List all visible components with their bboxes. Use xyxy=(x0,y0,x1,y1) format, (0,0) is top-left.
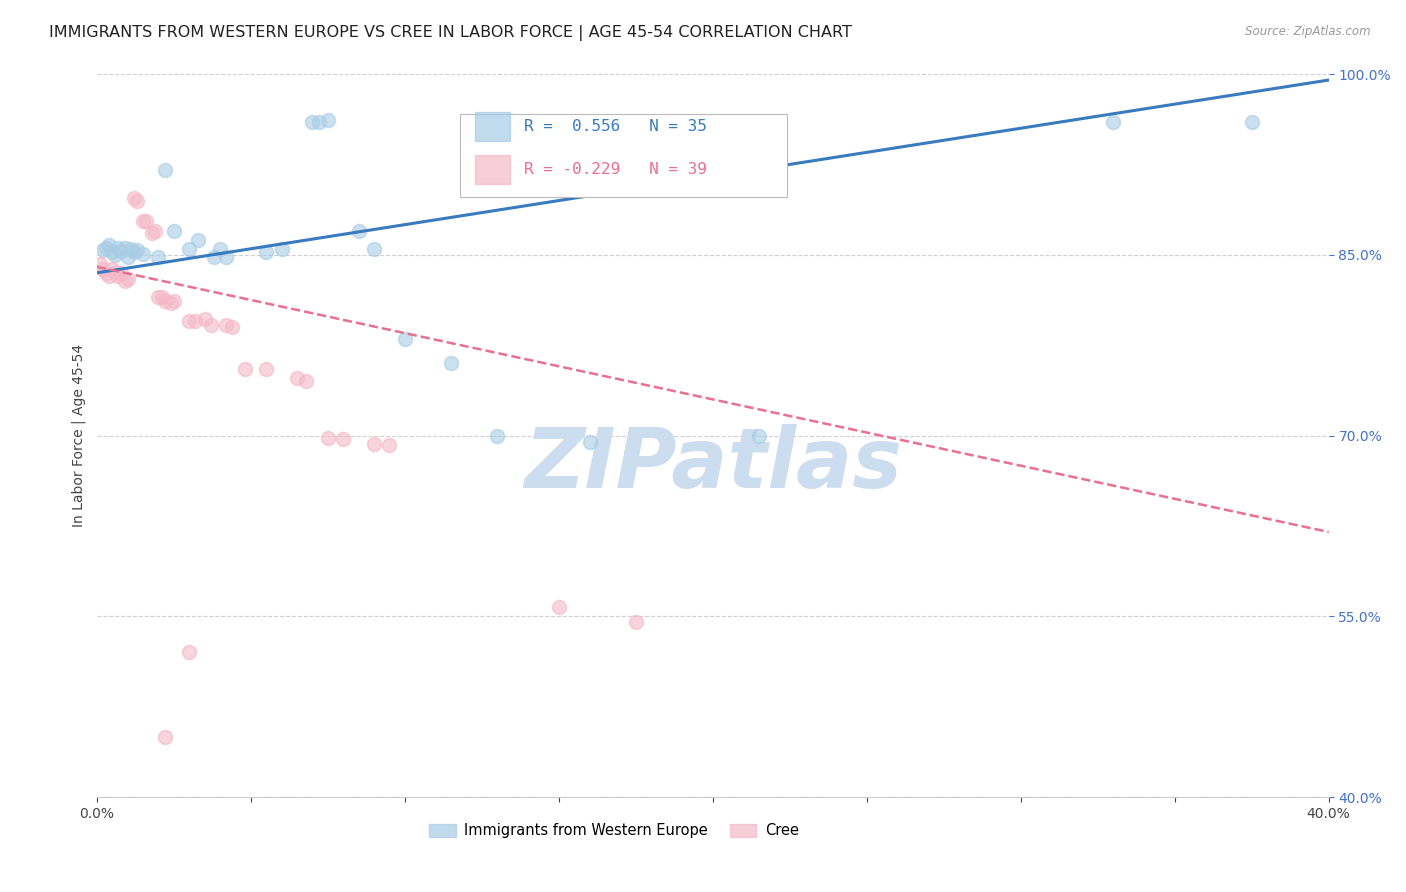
Point xyxy=(179,645,201,659)
Text: ZIPatlas: ZIPatlas xyxy=(524,424,901,505)
Point xyxy=(91,243,114,257)
Point xyxy=(179,314,201,328)
Point xyxy=(114,274,136,288)
Point xyxy=(378,438,401,452)
Point xyxy=(104,266,127,280)
Point xyxy=(104,248,127,262)
Point xyxy=(347,224,370,238)
Point xyxy=(301,115,323,129)
Point xyxy=(394,332,416,346)
FancyBboxPatch shape xyxy=(475,112,509,141)
Point xyxy=(153,163,176,178)
Point xyxy=(254,362,277,376)
Point xyxy=(316,431,339,445)
Text: R = -0.229   N = 39: R = -0.229 N = 39 xyxy=(524,162,707,177)
Point xyxy=(215,250,238,264)
Point xyxy=(163,224,186,238)
Point xyxy=(114,241,136,255)
Point xyxy=(159,296,181,310)
Text: IMMIGRANTS FROM WESTERN EUROPE VS CREE IN LABOR FORCE | AGE 45-54 CORRELATION CH: IMMIGRANTS FROM WESTERN EUROPE VS CREE I… xyxy=(49,25,852,41)
Point xyxy=(94,266,117,280)
FancyBboxPatch shape xyxy=(460,114,787,197)
Point xyxy=(748,428,770,442)
Point xyxy=(486,428,509,442)
Point xyxy=(363,437,385,451)
Point xyxy=(179,242,201,256)
Point xyxy=(107,241,129,255)
Point xyxy=(122,245,145,260)
Point xyxy=(200,318,222,332)
Point xyxy=(233,362,256,376)
Text: Source: ZipAtlas.com: Source: ZipAtlas.com xyxy=(1246,25,1371,38)
Point xyxy=(254,245,277,260)
Point xyxy=(163,293,186,308)
Point xyxy=(120,242,142,256)
Point xyxy=(132,246,155,260)
Y-axis label: In Labor Force | Age 45-54: In Labor Force | Age 45-54 xyxy=(72,344,86,527)
Point xyxy=(270,242,292,256)
Point xyxy=(98,238,121,252)
Legend: Immigrants from Western Europe, Cree: Immigrants from Western Europe, Cree xyxy=(423,817,804,844)
Point xyxy=(184,314,207,328)
Point xyxy=(221,320,243,334)
Point xyxy=(98,269,121,284)
Point xyxy=(187,233,209,247)
Point xyxy=(194,311,217,326)
Point xyxy=(110,244,132,259)
Point xyxy=(117,250,139,264)
Point xyxy=(122,191,145,205)
Point xyxy=(91,262,114,277)
Point xyxy=(202,250,225,264)
Point xyxy=(150,290,173,304)
Point xyxy=(578,434,600,449)
Point xyxy=(363,242,385,256)
Point xyxy=(141,226,163,240)
Point xyxy=(135,214,157,228)
Point xyxy=(110,266,132,280)
Point xyxy=(153,730,176,744)
Point xyxy=(316,112,339,127)
Point xyxy=(624,615,647,630)
Point xyxy=(89,257,111,271)
Point xyxy=(132,214,155,228)
Point xyxy=(208,242,231,256)
Point xyxy=(308,115,330,129)
Point xyxy=(440,356,463,370)
Point xyxy=(215,318,238,332)
Point xyxy=(285,370,308,384)
Point xyxy=(148,290,170,304)
Point xyxy=(101,262,124,277)
Point xyxy=(125,243,148,257)
Point xyxy=(101,245,124,260)
Point xyxy=(94,241,117,255)
Point xyxy=(153,293,176,308)
Point xyxy=(547,599,569,614)
Point xyxy=(148,250,170,264)
Point xyxy=(143,224,166,238)
Point xyxy=(295,374,318,388)
Point xyxy=(117,272,139,286)
Point xyxy=(1240,115,1263,129)
Point xyxy=(332,432,354,446)
Text: R =  0.556   N = 35: R = 0.556 N = 35 xyxy=(524,120,707,135)
Point xyxy=(1102,115,1125,129)
FancyBboxPatch shape xyxy=(475,155,509,184)
Point xyxy=(125,194,148,208)
Point xyxy=(107,269,129,284)
